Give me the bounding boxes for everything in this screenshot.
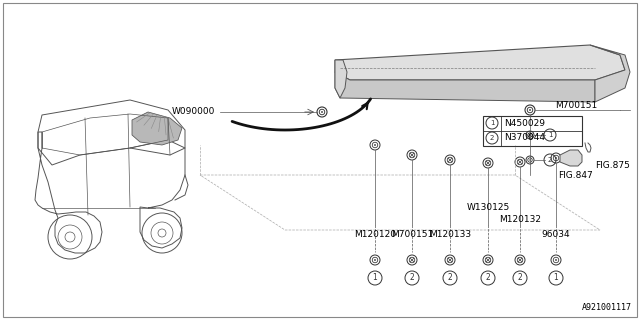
Text: FIG.847: FIG.847 (558, 171, 593, 180)
Bar (483, 116, 582, 146)
Text: M700151: M700151 (555, 101, 597, 110)
Polygon shape (335, 60, 347, 98)
Text: 2: 2 (486, 274, 490, 283)
Text: A921001117: A921001117 (582, 303, 632, 312)
Polygon shape (132, 112, 182, 145)
Text: FIG.875: FIG.875 (595, 161, 630, 170)
Text: M120133: M120133 (429, 230, 471, 239)
Text: 1: 1 (372, 274, 378, 283)
Text: 1: 1 (490, 120, 494, 126)
Polygon shape (590, 45, 630, 102)
Text: 96034: 96034 (541, 230, 570, 239)
Text: N450029: N450029 (504, 118, 545, 127)
Polygon shape (335, 45, 625, 80)
Text: M120132: M120132 (499, 215, 541, 224)
Text: W130125: W130125 (467, 203, 509, 212)
Text: M700151: M700151 (391, 230, 433, 239)
Circle shape (555, 157, 557, 159)
Text: 2: 2 (410, 274, 414, 283)
Text: 2: 2 (490, 135, 494, 141)
Text: M120120: M120120 (354, 230, 396, 239)
Circle shape (529, 159, 531, 161)
Circle shape (321, 111, 323, 113)
Polygon shape (560, 150, 582, 166)
Text: 2: 2 (447, 274, 452, 283)
Text: N370044: N370044 (504, 133, 545, 142)
Text: 1: 1 (548, 132, 552, 138)
Text: 2: 2 (548, 157, 552, 163)
Circle shape (374, 144, 376, 146)
Circle shape (555, 259, 557, 261)
Circle shape (374, 259, 376, 261)
Text: 2: 2 (518, 274, 522, 283)
Text: 1: 1 (554, 274, 558, 283)
Polygon shape (335, 72, 595, 102)
Circle shape (529, 109, 531, 111)
Text: W090000: W090000 (172, 108, 215, 116)
